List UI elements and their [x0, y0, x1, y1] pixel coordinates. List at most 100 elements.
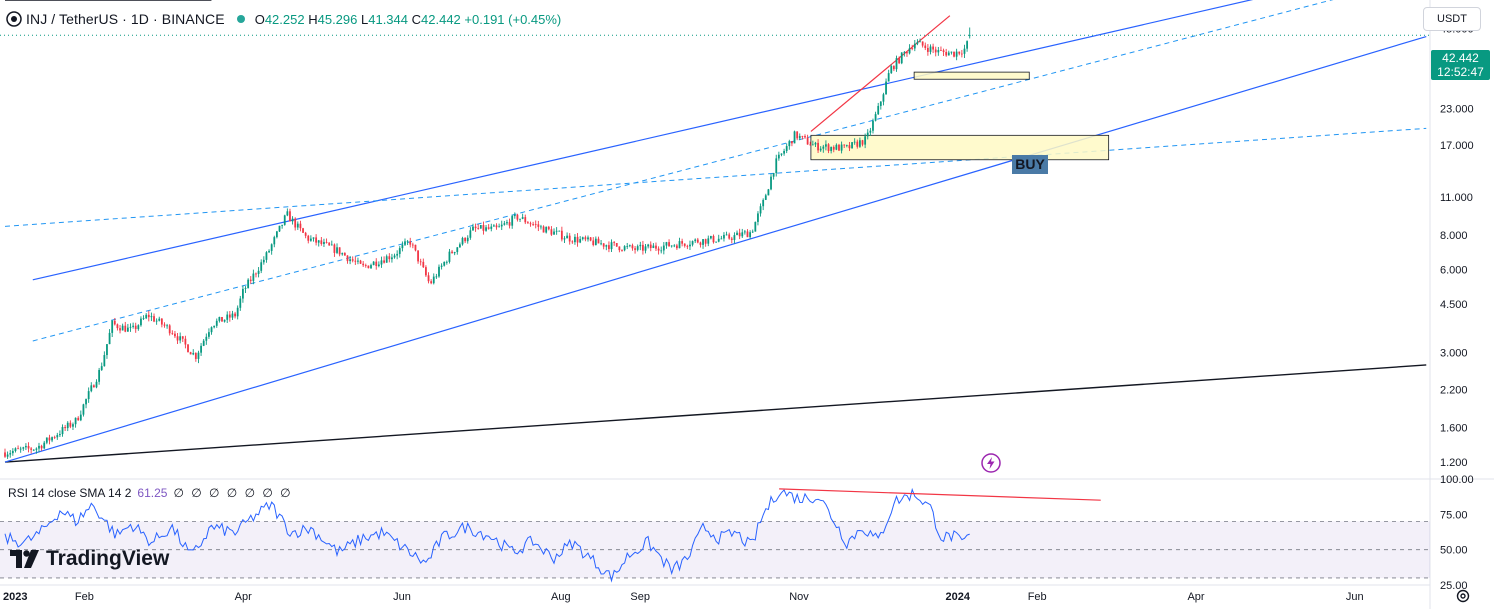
candle-body [584, 237, 587, 240]
candle-body [751, 231, 754, 233]
candle-body [404, 241, 406, 245]
candle-body [809, 144, 812, 146]
candle-body [398, 248, 401, 254]
price-tick-label: 17.000 [1440, 140, 1474, 152]
candle-body [208, 332, 210, 337]
candle-body [945, 51, 948, 56]
candle-body [702, 239, 704, 245]
candle-body [218, 316, 221, 321]
rsi-divergence-line [779, 488, 1101, 501]
candle-body [443, 261, 446, 266]
candle-body [597, 238, 600, 244]
candle-body [566, 235, 568, 239]
candle-body [273, 237, 276, 245]
candle-body [215, 320, 218, 326]
candle-body [51, 437, 53, 441]
candle-body [508, 222, 511, 226]
candle-body [260, 262, 263, 271]
candle-body [296, 223, 299, 228]
candle-body [59, 434, 61, 436]
candle-body [411, 244, 414, 246]
candle-body [681, 241, 684, 244]
candle-body [265, 252, 268, 260]
candle-body [100, 366, 103, 370]
rsi-series-line [4, 487, 970, 583]
candle-body [155, 320, 158, 322]
candle-body [728, 234, 731, 239]
candle-body [40, 445, 43, 449]
candle-body [963, 48, 966, 54]
time-tick-label: Apr [1187, 591, 1204, 603]
candle-body [132, 325, 135, 327]
candle-body [210, 327, 213, 333]
candle-body [642, 244, 644, 251]
candle-body [113, 320, 116, 325]
candle-body [704, 239, 707, 244]
candle-body [856, 141, 859, 147]
candle-body [574, 236, 576, 243]
candle-body [835, 144, 838, 150]
candle-body [613, 242, 616, 244]
candle-body [72, 424, 74, 427]
candle-body [673, 245, 676, 247]
candle-body [960, 53, 963, 55]
candle-body [545, 226, 548, 233]
price-tick-label: 2.200 [1440, 384, 1468, 396]
candle-body [550, 229, 553, 235]
candle-body [639, 244, 642, 247]
candle-body [926, 47, 929, 52]
candle-body [19, 448, 22, 450]
candle-body [401, 244, 404, 249]
flash-icon[interactable] [981, 453, 1001, 478]
candle-body [838, 144, 840, 151]
candle-body [882, 94, 885, 102]
candle-body [255, 273, 257, 275]
candle-body [479, 225, 482, 229]
candle-body [456, 247, 459, 253]
candle-body [98, 369, 101, 382]
candle-body [712, 236, 715, 243]
rsi-tick-label: 100.00 [1440, 474, 1474, 486]
candle-body [359, 260, 362, 264]
candle-body [472, 226, 474, 231]
candle-body [328, 242, 331, 246]
candle-body [179, 336, 182, 341]
candle-body [811, 144, 814, 146]
candle-body [69, 422, 72, 427]
candle-body [323, 242, 325, 244]
candle-body [906, 52, 908, 54]
currency-button[interactable]: USDT [1423, 7, 1481, 31]
candle-body [647, 244, 650, 247]
candle-body [558, 230, 561, 232]
buy-label[interactable]: BUY [1012, 155, 1048, 174]
candle-body [108, 332, 111, 345]
candle-body [242, 288, 244, 299]
candle-body [158, 318, 161, 321]
candle-body [85, 399, 87, 405]
candle-body [694, 239, 697, 242]
candle-body [840, 144, 843, 151]
candle-body [519, 218, 521, 220]
candle-body [623, 246, 626, 251]
symbol-icon [6, 11, 22, 27]
candle-body [675, 245, 678, 249]
candle-body [615, 243, 618, 247]
symbol-title[interactable]: INJ / TetherUS · 1D · BINANCE [26, 11, 225, 27]
rsi-legend[interactable]: RSI 14 close SMA 14 2 61.25 ∅ ∅ ∅ ∅ ∅ ∅ ∅ [8, 486, 293, 500]
gear-icon[interactable] [1455, 588, 1471, 609]
candle-body [283, 215, 286, 225]
candle-body [817, 142, 819, 151]
candle-body [140, 318, 142, 326]
candle-body [707, 238, 710, 244]
market-status-dot [236, 15, 245, 23]
candle-body [11, 450, 14, 454]
candle-body [555, 230, 558, 232]
candle-body [770, 176, 772, 190]
candle-body [417, 250, 419, 262]
candle-body [43, 442, 46, 449]
candle-body [736, 232, 738, 236]
tradingview-logo[interactable]: TradingView [10, 547, 169, 571]
candle-body [362, 263, 365, 266]
